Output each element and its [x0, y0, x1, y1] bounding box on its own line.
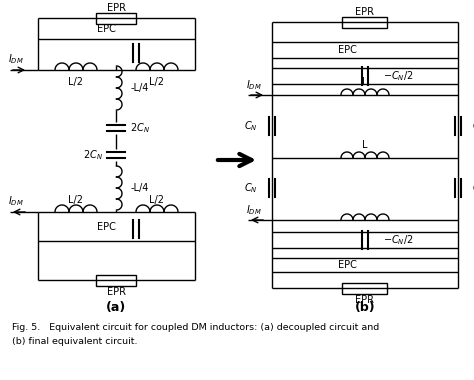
Text: $I_{DM}$: $I_{DM}$ [246, 203, 262, 217]
Text: EPC: EPC [337, 260, 356, 270]
Text: $C_N$: $C_N$ [244, 119, 258, 133]
Text: $C_N$: $C_N$ [472, 119, 474, 133]
Text: EPR: EPR [107, 287, 126, 297]
Text: $I_{DM}$: $I_{DM}$ [8, 194, 24, 208]
Text: L: L [362, 77, 368, 87]
Bar [343, 282, 388, 293]
Bar [97, 13, 137, 24]
Text: -L/4: -L/4 [130, 83, 149, 93]
Text: $I_{DM}$: $I_{DM}$ [8, 52, 24, 66]
Text: Fig. 5.   Equivalent circuit for coupled DM inductors: (a) decoupled circuit and: Fig. 5. Equivalent circuit for coupled D… [12, 323, 379, 332]
Text: EPC: EPC [97, 24, 116, 35]
Text: $2C_N$: $2C_N$ [82, 148, 102, 162]
Text: L: L [362, 140, 368, 150]
Text: $I_{DM}$: $I_{DM}$ [246, 78, 262, 92]
Text: $-C_N/2$: $-C_N/2$ [383, 69, 413, 83]
Text: (a): (a) [106, 301, 127, 315]
Text: L/2: L/2 [149, 195, 164, 205]
Bar [97, 274, 137, 285]
Text: EPC: EPC [337, 45, 356, 55]
Text: L/2: L/2 [69, 77, 83, 87]
Text: EPR: EPR [107, 3, 126, 13]
Text: L/2: L/2 [149, 77, 164, 87]
Text: EPR: EPR [356, 295, 374, 305]
Text: $-C_N/2$: $-C_N/2$ [383, 233, 413, 247]
Text: EPR: EPR [356, 7, 374, 17]
Text: EPC: EPC [97, 223, 116, 233]
Text: L/2: L/2 [69, 195, 83, 205]
Bar [343, 16, 388, 27]
Text: $C_N$: $C_N$ [472, 181, 474, 195]
Text: (b): (b) [355, 301, 375, 315]
Text: (b) final equivalent circuit.: (b) final equivalent circuit. [12, 337, 137, 347]
Text: $2C_N$: $2C_N$ [130, 121, 150, 135]
Text: $C_N$: $C_N$ [244, 181, 258, 195]
Text: -L/4: -L/4 [130, 183, 149, 193]
